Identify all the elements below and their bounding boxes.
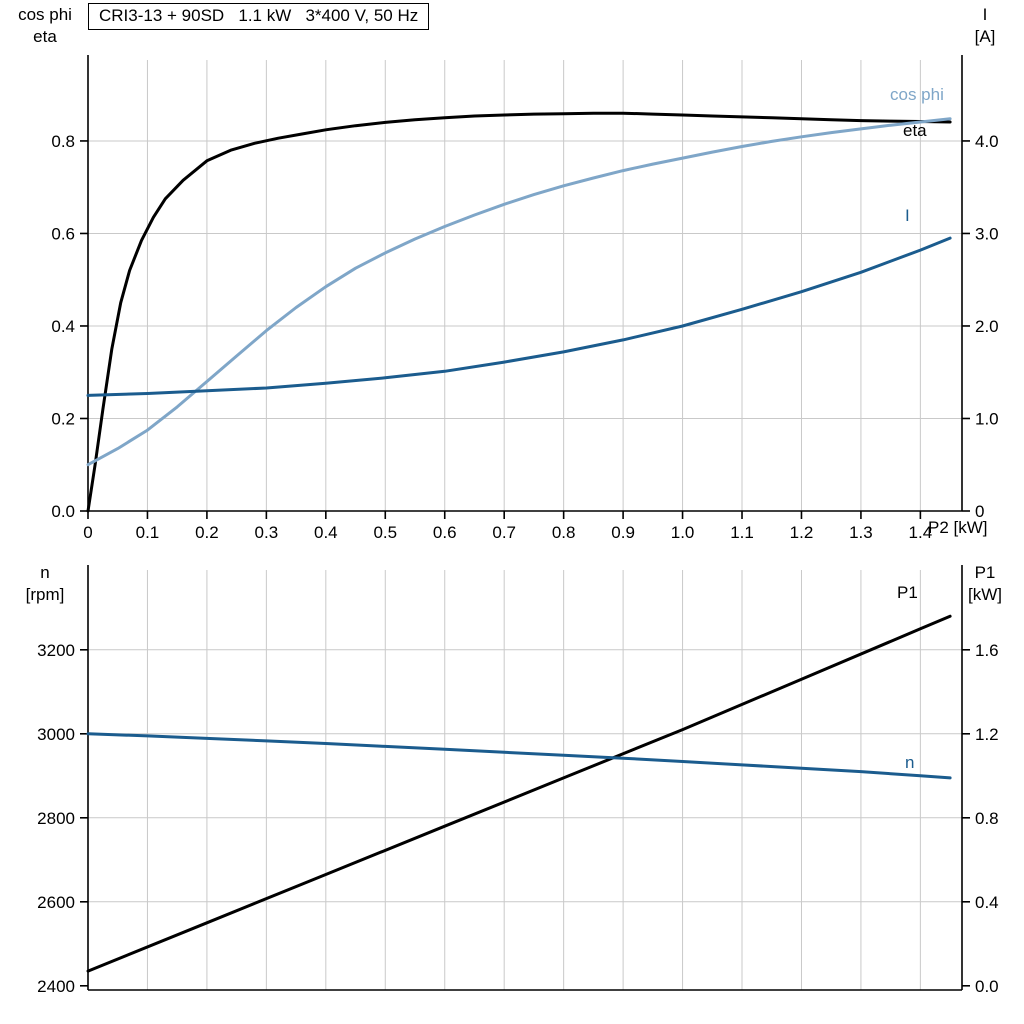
x-tick-label: 1.3 <box>849 523 873 542</box>
axis-title-line: [rpm] <box>25 585 65 604</box>
cos-phi-curve-label: cos phi <box>890 85 944 104</box>
axis-title-line: n <box>40 563 50 582</box>
x-tick-label: 0.2 <box>195 523 219 542</box>
x-tick-label: 1.2 <box>790 523 814 542</box>
x-tick-label: 0.6 <box>433 523 457 542</box>
I-curve-label: I <box>905 206 910 225</box>
left-tick-label: 3000 <box>37 725 75 744</box>
left-tick-label: 0.4 <box>51 317 75 336</box>
x-tick-label: 1.1 <box>730 523 754 542</box>
left-tick-label: 3200 <box>37 641 75 660</box>
left-tick-label: 0.6 <box>51 224 75 243</box>
chart-title: CRI3-13 + 90SD 1.1 kW 3*400 V, 50 Hz <box>88 3 430 30</box>
axis-title-line: eta <box>33 27 57 46</box>
right-tick-label: 0.0 <box>975 977 999 996</box>
P1-curve <box>86 614 952 973</box>
axis-title-line: I <box>982 5 988 24</box>
right-tick-label: 1.6 <box>975 641 999 660</box>
left-tick-label: 0.0 <box>51 502 75 521</box>
left-tick-label: 0.8 <box>51 132 75 151</box>
axis-title-line: P1 <box>974 563 996 582</box>
P1-curve-label: P1 <box>897 583 918 602</box>
x-tick-label: 0.9 <box>611 523 635 542</box>
axis-title-line: [A] <box>974 27 996 46</box>
n-curve <box>86 732 952 780</box>
left-tick-label: 2400 <box>37 977 75 996</box>
eta-curve <box>86 111 952 513</box>
axis-title-line: cos phi <box>18 5 72 24</box>
x-tick-label: 0.5 <box>373 523 397 542</box>
bottom-left-axis-title: n [rpm] <box>6 562 84 606</box>
x-axis-label: P2 [kW] <box>928 518 988 537</box>
top-right-axis-title: I [A] <box>952 4 1018 48</box>
x-tick-label: 0.1 <box>136 523 160 542</box>
x-tick-label: 0.3 <box>255 523 279 542</box>
x-tick-label: 0.4 <box>314 523 338 542</box>
x-tick-label: 1.4 <box>909 523 933 542</box>
right-tick-label: 0 <box>975 502 984 521</box>
x-tick-label: 0.7 <box>492 523 516 542</box>
top-left-axis-title: cos phi eta <box>6 4 84 48</box>
x-tick-label: 1.0 <box>671 523 695 542</box>
left-tick-label: 2800 <box>37 809 75 828</box>
eta-curve-label: eta <box>903 121 927 140</box>
bottom-right-axis-title: P1 [kW] <box>952 562 1018 606</box>
left-tick-label: 2600 <box>37 893 75 912</box>
I-curve <box>86 236 952 397</box>
right-tick-label: 2.0 <box>975 317 999 336</box>
right-tick-label: 1.0 <box>975 409 999 428</box>
right-tick-label: 0.8 <box>975 809 999 828</box>
x-tick-label: 0 <box>83 523 92 542</box>
right-tick-label: 4.0 <box>975 132 999 151</box>
left-tick-label: 0.2 <box>51 409 75 428</box>
x-tick-label: 0.8 <box>552 523 576 542</box>
right-tick-label: 0.4 <box>975 893 999 912</box>
cos-phi-curve <box>86 117 952 467</box>
axis-title-line: [kW] <box>968 585 1002 604</box>
right-tick-label: 3.0 <box>975 224 999 243</box>
n-curve-label: n <box>905 753 914 772</box>
right-tick-label: 1.2 <box>975 725 999 744</box>
